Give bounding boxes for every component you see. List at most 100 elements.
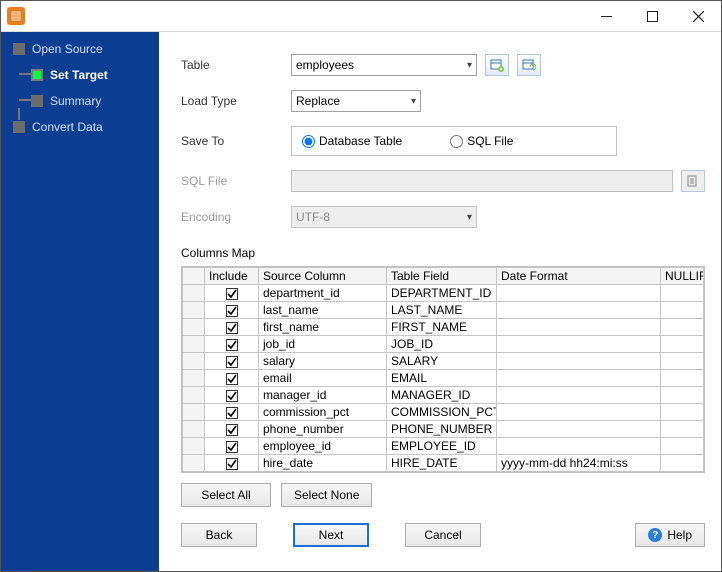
table-row[interactable]: emailEMAIL [183, 370, 704, 387]
select-all-button[interactable]: Select All [181, 483, 271, 507]
include-cell[interactable] [205, 285, 259, 302]
back-button[interactable]: Back [181, 523, 257, 547]
source-column-cell[interactable]: manager_id [259, 387, 387, 404]
table-field-cell[interactable]: JOB_ID [387, 336, 497, 353]
table-row[interactable]: department_idDEPARTMENT_ID [183, 285, 704, 302]
date-format-cell[interactable] [497, 404, 661, 421]
table-select[interactable]: employees ▾ [291, 54, 477, 76]
header-source[interactable]: Source Column [259, 268, 387, 285]
include-cell[interactable] [205, 404, 259, 421]
nullif-cell[interactable] [661, 285, 704, 302]
maximize-button[interactable] [629, 1, 675, 31]
include-checkbox[interactable] [226, 373, 238, 385]
include-checkbox[interactable] [226, 407, 238, 419]
source-column-cell[interactable]: employee_id [259, 438, 387, 455]
source-column-cell[interactable]: last_name [259, 302, 387, 319]
include-cell[interactable] [205, 421, 259, 438]
radio-db-input[interactable] [302, 135, 315, 148]
next-button[interactable]: Next [293, 523, 369, 547]
source-column-cell[interactable]: salary [259, 353, 387, 370]
include-cell[interactable] [205, 455, 259, 472]
include-checkbox[interactable] [226, 322, 238, 334]
header-nullif[interactable]: NULLIF [661, 268, 704, 285]
select-none-button[interactable]: Select None [281, 483, 372, 507]
radio-sql-file[interactable]: SQL File [450, 134, 513, 148]
nullif-cell[interactable] [661, 370, 704, 387]
table-row[interactable]: commission_pctCOMMISSION_PCT [183, 404, 704, 421]
source-column-cell[interactable]: department_id [259, 285, 387, 302]
include-checkbox[interactable] [226, 288, 238, 300]
nullif-cell[interactable] [661, 353, 704, 370]
table-row[interactable]: phone_numberPHONE_NUMBER [183, 421, 704, 438]
table-row[interactable]: first_nameFIRST_NAME [183, 319, 704, 336]
step-convert-data[interactable]: Convert Data [13, 120, 159, 134]
source-column-cell[interactable]: email [259, 370, 387, 387]
row-header-cell[interactable] [183, 370, 205, 387]
table-field-cell[interactable]: SALARY [387, 353, 497, 370]
table-row[interactable]: last_nameLAST_NAME [183, 302, 704, 319]
include-cell[interactable] [205, 353, 259, 370]
row-header-cell[interactable] [183, 421, 205, 438]
include-cell[interactable] [205, 336, 259, 353]
load-type-select[interactable]: Replace ▾ [291, 90, 421, 112]
help-button[interactable]: ?Help [635, 523, 705, 547]
include-cell[interactable] [205, 319, 259, 336]
source-column-cell[interactable]: hire_date [259, 455, 387, 472]
date-format-cell[interactable] [497, 387, 661, 404]
date-format-cell[interactable] [497, 336, 661, 353]
nullif-cell[interactable] [661, 387, 704, 404]
date-format-cell[interactable] [497, 285, 661, 302]
include-checkbox[interactable] [226, 339, 238, 351]
table-row[interactable]: salarySALARY [183, 353, 704, 370]
table-row[interactable]: job_idJOB_ID [183, 336, 704, 353]
row-header-cell[interactable] [183, 302, 205, 319]
refresh-table-icon[interactable] [517, 54, 541, 76]
table-row[interactable]: hire_dateHIRE_DATEyyyy-mm-dd hh24:mi:ss [183, 455, 704, 472]
nullif-cell[interactable] [661, 302, 704, 319]
table-field-cell[interactable]: PHONE_NUMBER [387, 421, 497, 438]
source-column-cell[interactable]: job_id [259, 336, 387, 353]
row-header-cell[interactable] [183, 455, 205, 472]
source-column-cell[interactable]: first_name [259, 319, 387, 336]
table-field-cell[interactable]: LAST_NAME [387, 302, 497, 319]
date-format-cell[interactable] [497, 353, 661, 370]
include-checkbox[interactable] [226, 441, 238, 453]
date-format-cell[interactable] [497, 370, 661, 387]
table-row[interactable]: employee_idEMPLOYEE_ID [183, 438, 704, 455]
header-field[interactable]: Table Field [387, 268, 497, 285]
step-summary[interactable]: Summary [31, 94, 159, 108]
table-field-cell[interactable]: EMPLOYEE_ID [387, 438, 497, 455]
minimize-button[interactable] [583, 1, 629, 31]
date-format-cell[interactable] [497, 421, 661, 438]
nullif-cell[interactable] [661, 455, 704, 472]
table-field-cell[interactable]: MANAGER_ID [387, 387, 497, 404]
date-format-cell[interactable]: yyyy-mm-dd hh24:mi:ss [497, 455, 661, 472]
nullif-cell[interactable] [661, 336, 704, 353]
date-format-cell[interactable] [497, 302, 661, 319]
include-checkbox[interactable] [226, 305, 238, 317]
include-checkbox[interactable] [226, 390, 238, 402]
table-field-cell[interactable]: COMMISSION_PCT [387, 404, 497, 421]
date-format-cell[interactable] [497, 319, 661, 336]
table-field-cell[interactable]: DEPARTMENT_ID [387, 285, 497, 302]
cancel-button[interactable]: Cancel [405, 523, 481, 547]
nullif-cell[interactable] [661, 319, 704, 336]
row-header-cell[interactable] [183, 285, 205, 302]
row-header-cell[interactable] [183, 336, 205, 353]
include-cell[interactable] [205, 370, 259, 387]
include-cell[interactable] [205, 438, 259, 455]
row-header-cell[interactable] [183, 387, 205, 404]
include-cell[interactable] [205, 302, 259, 319]
table-row[interactable]: manager_idMANAGER_ID [183, 387, 704, 404]
new-table-icon[interactable] [485, 54, 509, 76]
step-open-source[interactable]: Open Source [13, 42, 159, 56]
row-header-cell[interactable] [183, 438, 205, 455]
date-format-cell[interactable] [497, 438, 661, 455]
include-checkbox[interactable] [226, 458, 238, 470]
nullif-cell[interactable] [661, 421, 704, 438]
nullif-cell[interactable] [661, 438, 704, 455]
close-button[interactable] [675, 1, 721, 31]
row-header-cell[interactable] [183, 404, 205, 421]
source-column-cell[interactable]: commission_pct [259, 404, 387, 421]
table-field-cell[interactable]: EMAIL [387, 370, 497, 387]
